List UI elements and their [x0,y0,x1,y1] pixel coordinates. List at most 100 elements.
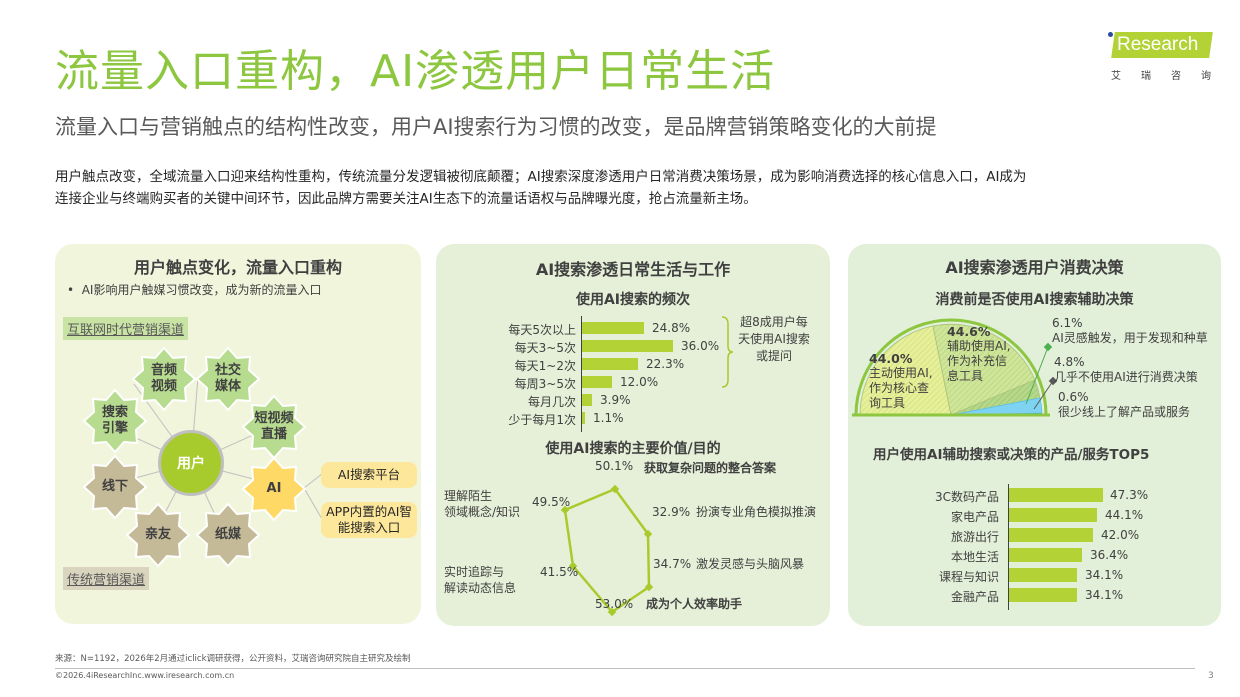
annotation-line: 超8成用户每 [740,315,808,329]
pie-slice-value: 4.8% [1054,355,1085,369]
bar [1009,508,1097,522]
bar-category-label: 3C数码产品 [934,490,999,504]
page-title: 流量入口重构，AI渗透用户日常生活 [55,46,776,97]
ai-entry-label: APP内置的AI智 [326,504,412,519]
intro-line-1: 用户触点改变，全域流量入口迎来结构性重构，传统流量分发逻辑被彻底颠覆；AI搜索深… [55,169,1027,185]
logo-chinese-name: 艾 瑞 咨 询 [1111,67,1211,82]
pie-label-line: 询工具 [869,396,906,410]
radar-value: 49.5% [532,495,571,509]
pie-label-line: 辅助使用AI, [947,339,1011,353]
page-number: 3 [1208,671,1214,681]
copyright: ©2026.4iResearchInc.www.iresearch.com.cn [55,671,235,680]
bar-category-label: 课程与知识 [938,570,999,584]
ai-entry-search-platform: AI搜索平台 [321,462,417,488]
bar-category-label: 每天3~5次 [514,341,576,355]
pie-slice-label: 几乎不使用AI进行消费决策 [1054,370,1198,384]
radar-category: 实时追踪与 解读动态信息 [444,564,516,596]
bar-value: 42.0% [1101,528,1140,542]
logo-text: Research [1117,33,1198,57]
frequency-bar-chart: 每天5次以上 24.8% 每天3~5次 36.0% 每天1~2次 22.3% 每… [436,314,830,432]
star-shape-icon [82,388,148,454]
bar-category-label: 每月几次 [527,395,576,409]
panel-title: AI搜索渗透日常生活与工作 [535,260,731,279]
star-shape-icon [195,502,261,568]
node-label: 搜索 [101,405,128,420]
star-shape-icon [241,456,307,522]
chart-axis [581,316,582,432]
chart-axis [1008,484,1009,610]
node-short-video-live: 短视频 直播 [241,394,307,460]
pie-slice-value: 0.6% [1058,390,1089,404]
star-shape-icon [125,502,191,568]
traditional-channels-label: 传统营销渠道 [63,567,150,590]
logo-dot [1108,32,1113,37]
panel-title: AI搜索渗透用户消费决策 [945,258,1124,277]
bar [1009,588,1077,602]
bullet-point: • AI影响用户触媒习惯改变，成为新的流量入口 [67,283,322,297]
bar-value: 34.1% [1085,568,1124,582]
bar [582,322,644,334]
radar-category: 获取复杂问题的整合答案 [644,461,777,475]
bar-value: 36.0% [681,339,720,353]
node-label: 直播 [260,427,287,442]
bar-value: 22.3% [646,357,685,371]
ai-entry-app-builtin: APP内置的AI智 能搜索入口 [321,502,417,538]
pie-label-line: 息工具 [947,369,984,383]
star-shape-icon [131,346,197,412]
logo-char: 询 [1201,71,1211,82]
bar [1009,548,1082,562]
node-label: 引擎 [101,421,128,436]
bar-value: 34.1% [1085,588,1124,602]
bracket-icon [721,316,734,388]
internet-channels-label: 互联网时代营销渠道 [63,317,189,340]
half-pie-chart [852,318,1058,417]
bar-category-label: 少于每月1次 [508,413,576,427]
intro-line-2: 连接企业与终端购买者的关键中间环节，因此品牌方需要关注AI生态下的流量话语权与品… [55,191,757,207]
radar-category: 激发灵感与头脑风暴 [696,557,805,571]
node-label: 社交 [214,363,241,378]
bar [582,376,612,388]
bar [582,358,638,370]
ai-entry-label: AI搜索平台 [337,467,401,482]
pie-label-line: 作为补充信 [947,354,1008,368]
annotation-line: 或提问 [755,349,792,363]
node-label: 纸媒 [214,527,241,542]
pie-slice-label: 主动使用AI, 作为核心查 询工具 [869,366,933,411]
pie-slice-value: 6.1% [1052,316,1083,330]
pie-label-line: 主动使用AI, [869,366,933,380]
bar [1009,488,1103,502]
top5-chart-title: 用户使用AI辅助搜索或决策的产品/服务TOP5 [873,447,1150,463]
logo-char: 瑞 [1141,71,1151,82]
logo-char: 艾 [1111,71,1121,82]
bar-category-label: 每周3~5次 [514,377,576,391]
radar-category: 成为个人效率助手 [646,597,743,611]
node-print-media: 纸媒 [195,502,261,568]
pie-slice-label: 很少线上了解产品或服务 [1058,405,1191,419]
bar-value: 44.1% [1105,508,1144,522]
bar-value: 47.3% [1110,488,1149,502]
node-label: 短视频 [254,411,294,426]
node-social-media: 社交 媒体 [195,346,261,412]
bar-category-label: 本地生活 [950,550,999,564]
bar-value: 24.8% [652,321,691,335]
logo-char: 咨 [1171,71,1181,82]
node-audio-video: 音频 视频 [131,346,197,412]
bar-category-label: 旅游出行 [950,530,999,544]
bar [582,412,585,424]
radar-chart [560,484,654,617]
intro-paragraph: 用户触点改变，全域流量入口迎来结构性重构，传统流量分发逻辑被彻底颠覆；AI搜索深… [55,166,1195,210]
user-center-node: 用户 [158,430,224,496]
radar-value: 32.9% [652,505,691,519]
iresearch-logo: Research 艾 瑞 咨 询 [1105,30,1215,82]
pie-label-line: 作为核心查 [869,381,930,395]
freq-chart-title: 使用AI搜索的频次 [575,292,691,308]
bar-value: 36.4% [1090,548,1129,562]
footer-divider [55,668,1195,669]
node-label: 媒体 [214,379,241,394]
bar [582,340,673,352]
node-label: AI [266,481,282,496]
pie-chart-title: 消费前是否使用AI搜索辅助决策 [935,292,1134,308]
source-note: 来源：N=1192，2026年2月通过iclick调研获得，公开资料，艾瑞咨询研… [55,654,411,664]
radar-category-line: 领域概念/知识 [444,505,521,519]
bracket-annotation: 超8成用户每 天使用AI搜索 或提问 [734,314,814,365]
